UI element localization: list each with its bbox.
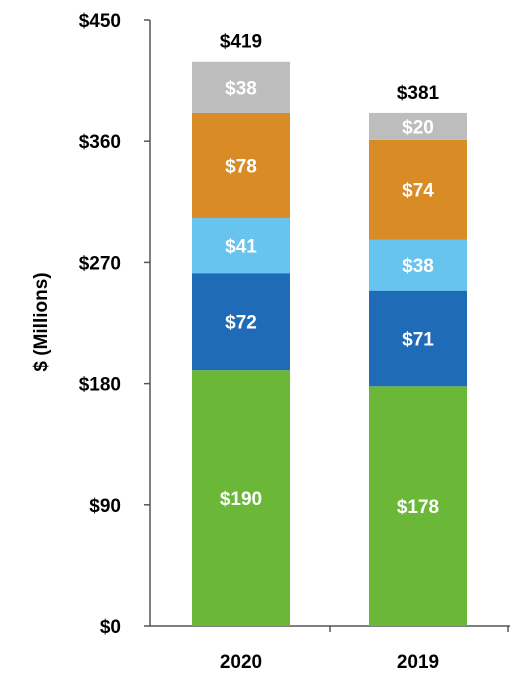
y-tick-label: $360 [79,132,121,153]
total-data-label: $419 [220,32,262,53]
bar-segment [192,112,290,218]
y-tick-label: $450 [79,11,121,32]
y-tick-label: $270 [79,253,121,274]
segment-data-label: $38 [225,78,257,99]
bar-segment [369,386,467,626]
x-tick-label: 2020 [220,652,262,673]
bar-segment [369,112,467,140]
segment-data-label: $72 [225,313,257,334]
y-tick-label: $90 [89,496,121,517]
axes: $0 $90 $180 $270 $360 $450 2020 2019 [79,11,510,673]
segment-data-label: $190 [220,489,262,510]
segment-data-label: $74 [402,181,434,202]
bar-segment [369,139,467,240]
total-data-label: $381 [397,83,440,104]
segment-data-label: $71 [402,329,434,350]
segment-data-label: $20 [402,117,434,138]
segment-data-label: $78 [225,156,257,177]
x-tick-label: 2019 [397,652,439,673]
bar-segment [369,239,467,291]
bar-segment [192,217,290,274]
y-tick-label: $0 [100,617,121,638]
bar-segment [369,290,467,387]
segment-data-label: $178 [397,497,439,518]
y-axis-label: $ (Millions) [31,272,52,371]
bar-segment [192,61,290,113]
segment-data-label: $38 [402,256,434,277]
bar-segment [192,273,290,371]
bars [192,61,467,626]
y-tick-label: $180 [79,375,121,396]
labels: $190 $72 $41 $78 $38 $419 $178 $71 $38 $74 $20 $381 [220,32,440,518]
bar-segment [192,370,290,626]
segment-data-label: $41 [225,237,257,258]
